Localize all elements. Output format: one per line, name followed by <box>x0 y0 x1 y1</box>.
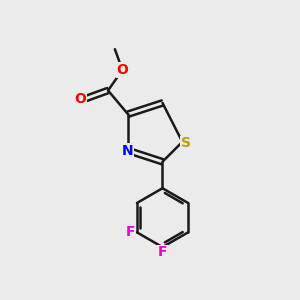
Text: N: N <box>122 143 134 158</box>
Text: O: O <box>74 92 86 106</box>
Text: S: S <box>181 136 191 150</box>
Text: F: F <box>126 225 135 239</box>
Text: O: O <box>116 63 128 77</box>
Text: F: F <box>158 245 167 260</box>
